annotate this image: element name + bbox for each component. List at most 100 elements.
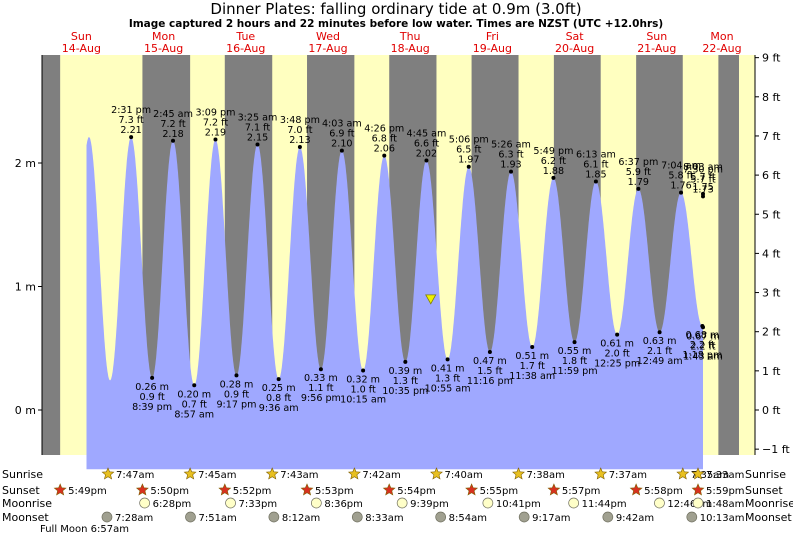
high-tide-time: 6:13 am (576, 150, 616, 161)
low-tide-feet: 1.3 ft (393, 376, 419, 387)
high-tide-dot (701, 191, 705, 196)
moonrise-time: 1:48am (706, 499, 744, 510)
current-level-triangle (425, 294, 437, 305)
high-tide-time: 7:04 am (661, 161, 701, 172)
high-tide-time: 2:45 am (153, 109, 193, 120)
high-tide-time: 3:09 pm (195, 108, 235, 119)
day-label-dow: Tue (235, 30, 255, 43)
moonrise-moon-icon (225, 497, 236, 509)
sunset-row-label: Sunset (2, 484, 40, 497)
high-tide-time: 4:03 am (322, 119, 362, 130)
moonrise-time: 8:36pm (324, 499, 363, 510)
high-tide-time: 8:03 am (683, 162, 723, 173)
high-tide-time: 5:06 pm (449, 135, 489, 146)
low-tide-feet: 1.0 ft (350, 384, 376, 395)
moonrise-moon-icon (568, 497, 580, 509)
high-tide-metres: 1.73 (692, 184, 713, 195)
sunrise-star-icon (691, 467, 705, 480)
moonset-row-label: Moonset (2, 511, 49, 524)
sunrise-row-label: Sunrise (2, 468, 43, 481)
moonset-time: 10:13am (700, 513, 745, 524)
right-tick-label: 4 ft (762, 247, 781, 260)
low-tide-metres: 0.41 m (431, 363, 465, 374)
high-tide-time: 4:26 pm (364, 124, 404, 135)
moonrise-time: 6:28pm (153, 499, 192, 510)
sunrise-time: 7:37am (609, 470, 647, 481)
sunrise-time: 7:43am (280, 470, 318, 481)
high-tide-dot (551, 175, 556, 180)
sunrise-star-icon (183, 467, 197, 480)
low-tide-time: 9:17 pm (216, 399, 256, 410)
moonset-time: 8:54am (449, 513, 487, 524)
low-tide-metres: 0.68 m (685, 330, 719, 341)
left-tick-label: 0 m (15, 404, 36, 417)
current-tide-marker (425, 294, 437, 305)
sunrise-time: 7:40am (444, 470, 482, 481)
sunset-time: 5:52pm (233, 486, 272, 497)
moonset-time: 9:17am (532, 513, 570, 524)
high-tide-dot (636, 186, 641, 191)
high-tide-metres: 1.93 (500, 160, 521, 171)
low-tide-time: 9:36 am (259, 403, 299, 414)
right-tick-label: 3 ft (762, 287, 781, 300)
low-tide-time: 11:16 pm (467, 376, 513, 387)
low-tide-metres: 0.26 m (135, 382, 169, 393)
high-tide-feet: 7.0 ft (287, 125, 313, 136)
sunrise-time: 7:35am (691, 470, 729, 481)
high-tide-metres: 2.02 (416, 149, 437, 160)
low-tide-metres: 0.63 m (643, 336, 677, 347)
high-tide-metres: 2.18 (162, 129, 183, 140)
sunrise-row-label-right: Sunrise (745, 468, 786, 481)
high-tide-feet: 5.8 ft (668, 171, 694, 182)
day-label-dow: Mon (152, 30, 175, 43)
low-tide-feet: 2.1 ft (647, 346, 673, 357)
high-tide-feet: 6.9 ft (329, 129, 355, 140)
day-label-date: 22-Aug (702, 42, 741, 55)
right-tick-label: 2 ft (762, 326, 781, 339)
tide-curve (86, 137, 703, 470)
low-tide-feet: 1.3 ft (435, 373, 461, 384)
low-tide-dot (487, 349, 492, 354)
sunrise-time: 7:33am (706, 470, 744, 481)
low-tide-metres: 0.51 m (515, 351, 549, 362)
moonrise-time: 11:44pm (582, 499, 627, 510)
high-tide-metres: 2.15 (247, 132, 268, 143)
high-tide-time: 6:37 pm (618, 157, 658, 168)
high-tide-metres: 1.79 (628, 177, 649, 188)
low-tide-dot (150, 375, 155, 380)
high-tide-dot (466, 164, 471, 169)
low-tide-metres: 0.25 m (262, 383, 296, 394)
high-tide-metres: 2.21 (120, 125, 141, 136)
high-tide-dot (213, 137, 218, 142)
high-tide-time: 5:49 pm (533, 146, 573, 157)
moonrise-moon-icon (310, 497, 322, 509)
low-tide-dot (445, 357, 450, 362)
day-label-date: 18-Aug (391, 42, 430, 55)
high-tide-time: 5:26 am (491, 140, 531, 151)
low-tide-dot (361, 368, 366, 373)
moonrise-time: 10:41pm (496, 499, 541, 510)
sunset-star-icon (135, 483, 149, 496)
sunset-time: 5:57pm (562, 486, 601, 497)
high-tide-dot (255, 142, 260, 147)
low-tide-feet: 0.7 ft (182, 399, 208, 410)
day-label-date: 19-Aug (473, 42, 512, 55)
day-label-dow: Thu (399, 30, 421, 43)
high-tide-feet: 6.5 ft (456, 145, 482, 156)
high-tide-feet: 7.3 ft (118, 115, 144, 126)
low-tide-metres: 0.55 m (558, 346, 592, 357)
day-label-dow: Fri (486, 30, 499, 43)
tide-area (86, 137, 703, 470)
low-tide-feet: 1.7 ft (520, 361, 546, 372)
moonset-moon-icon (101, 511, 113, 523)
sunset-star-icon (218, 483, 232, 496)
right-tick-label: 9 ft (762, 52, 781, 65)
low-tide-metres: 0.28 m (220, 379, 254, 390)
sunset-star-icon (465, 483, 479, 496)
high-tide-feet: 7.1 ft (245, 122, 271, 133)
high-tide-metres: 2.19 (205, 128, 226, 139)
sunset-time: 5:58pm (644, 486, 683, 497)
moonset-moon-icon (435, 511, 447, 523)
low-tide-feet: 1.5 ft (477, 366, 503, 377)
high-tide-feet: 6.1 ft (583, 160, 609, 171)
